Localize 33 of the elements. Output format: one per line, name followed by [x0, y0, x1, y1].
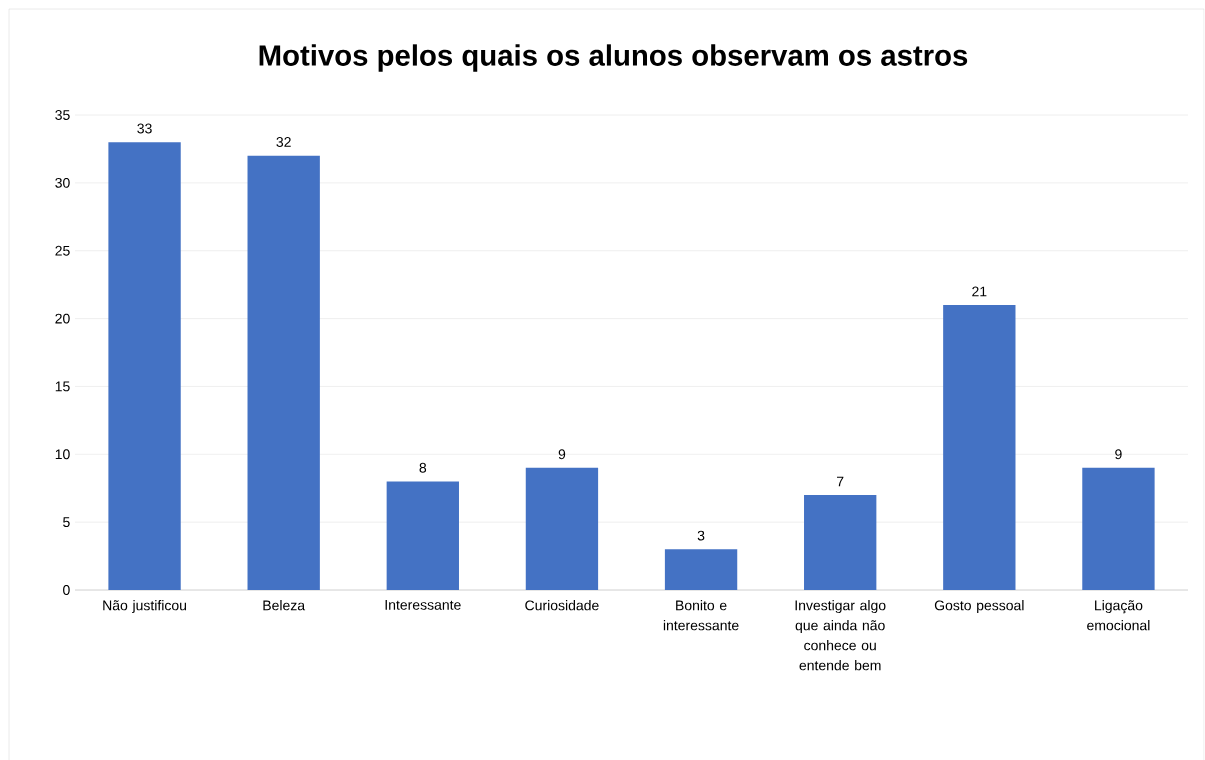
- x-tick-label: Gosto pessoal: [934, 600, 1024, 614]
- bar: [664, 549, 738, 591]
- y-tick-label: 30: [55, 177, 70, 188]
- y-tick-label: 25: [55, 245, 70, 256]
- x-tick-label: Bonito e interessante: [663, 600, 739, 631]
- data-label: 21: [972, 286, 987, 297]
- y-tick-label: 35: [55, 110, 70, 120]
- data-label: 8: [419, 462, 427, 473]
- y-tick-label: 20: [55, 313, 70, 324]
- data-label: 3: [697, 530, 705, 541]
- y-tick-label: 15: [55, 381, 70, 392]
- x-tick-label: Beleza: [263, 600, 306, 611]
- y-tick-label: 10: [55, 449, 70, 460]
- x-tick-label: Investigar algo que ainda não conhece ou entende bem: [795, 600, 886, 671]
- bar: [804, 495, 877, 591]
- x-tick-label: Curiosidade: [525, 600, 599, 611]
- bar: [525, 467, 599, 591]
- bar: [247, 155, 320, 591]
- data-label: 9: [558, 449, 566, 460]
- y-tick-label: 5: [63, 517, 70, 528]
- bar: [943, 305, 1016, 591]
- chart-title: Motivos pelos quais os alunos observam os astros: [259, 44, 968, 72]
- x-tick-label: Não justificou: [103, 600, 187, 614]
- data-label: 33: [137, 123, 152, 134]
- data-label: 7: [837, 476, 844, 487]
- bar: [1082, 467, 1155, 591]
- data-label: 9: [1115, 449, 1122, 460]
- x-tick-label: Interessante: [385, 600, 461, 610]
- data-label: 32: [276, 137, 291, 148]
- x-tick-label: Ligação emocional: [1087, 600, 1150, 631]
- bar: [386, 481, 459, 591]
- y-tick-label: 0: [63, 585, 70, 595]
- bar: [108, 142, 181, 591]
